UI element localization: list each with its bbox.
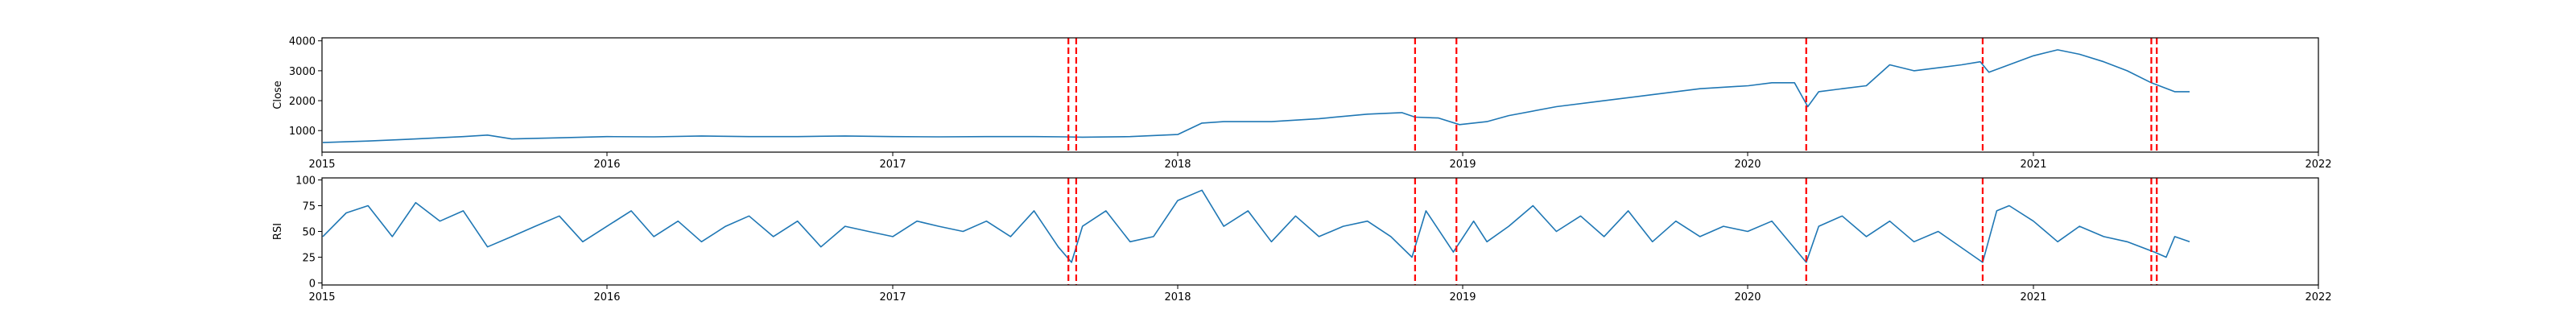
x-tick-label: 2015 [308,291,335,303]
x-tick-label: 2019 [1449,291,1476,303]
x-tick-label: 2021 [2020,159,2046,171]
x-tick-label: 2021 [2020,291,2046,303]
axes-frame [321,177,2319,286]
x-tick-label: 2016 [593,291,620,303]
x-tick-label: 2022 [2305,159,2331,171]
x-tick-label: 2019 [1449,159,1476,171]
y-tick-label: 100 [295,175,316,188]
x-tick-label: 2017 [879,291,906,303]
series-line [322,49,2190,143]
x-tick-label: 2020 [1734,291,1761,303]
y-tick-label: 2000 [289,96,316,108]
rsi-chart: 2015 2016 2017 2018 2019 2020 2021 2022 0 25 50 75 1… [272,175,2332,303]
close-price-chart: 2015 2016 2017 2018 2019 2020 2021 2022 1000 2000… [272,36,2332,171]
y-tick-label: 1000 [289,126,316,138]
y-axis-label: RSI [272,223,284,240]
y-tick-label: 4000 [289,36,316,48]
y-axis-label: Close [272,80,284,109]
x-tick-label: 2018 [1164,159,1191,171]
y-tick-label: 50 [302,227,316,239]
y-tick-label: 3000 [289,66,316,78]
x-tick-label: 2017 [879,159,906,171]
x-tick-label: 2016 [593,159,620,171]
x-tick-label: 2020 [1734,159,1761,171]
y-tick-label: 75 [302,201,316,213]
x-tick-label: 2015 [308,159,335,171]
series-line [322,189,2190,263]
x-tick-label: 2018 [1164,291,1191,303]
y-tick-label: 0 [309,278,316,290]
y-tick-label: 25 [302,252,316,264]
x-tick-label: 2022 [2305,291,2331,303]
axes-frame [321,37,2319,153]
